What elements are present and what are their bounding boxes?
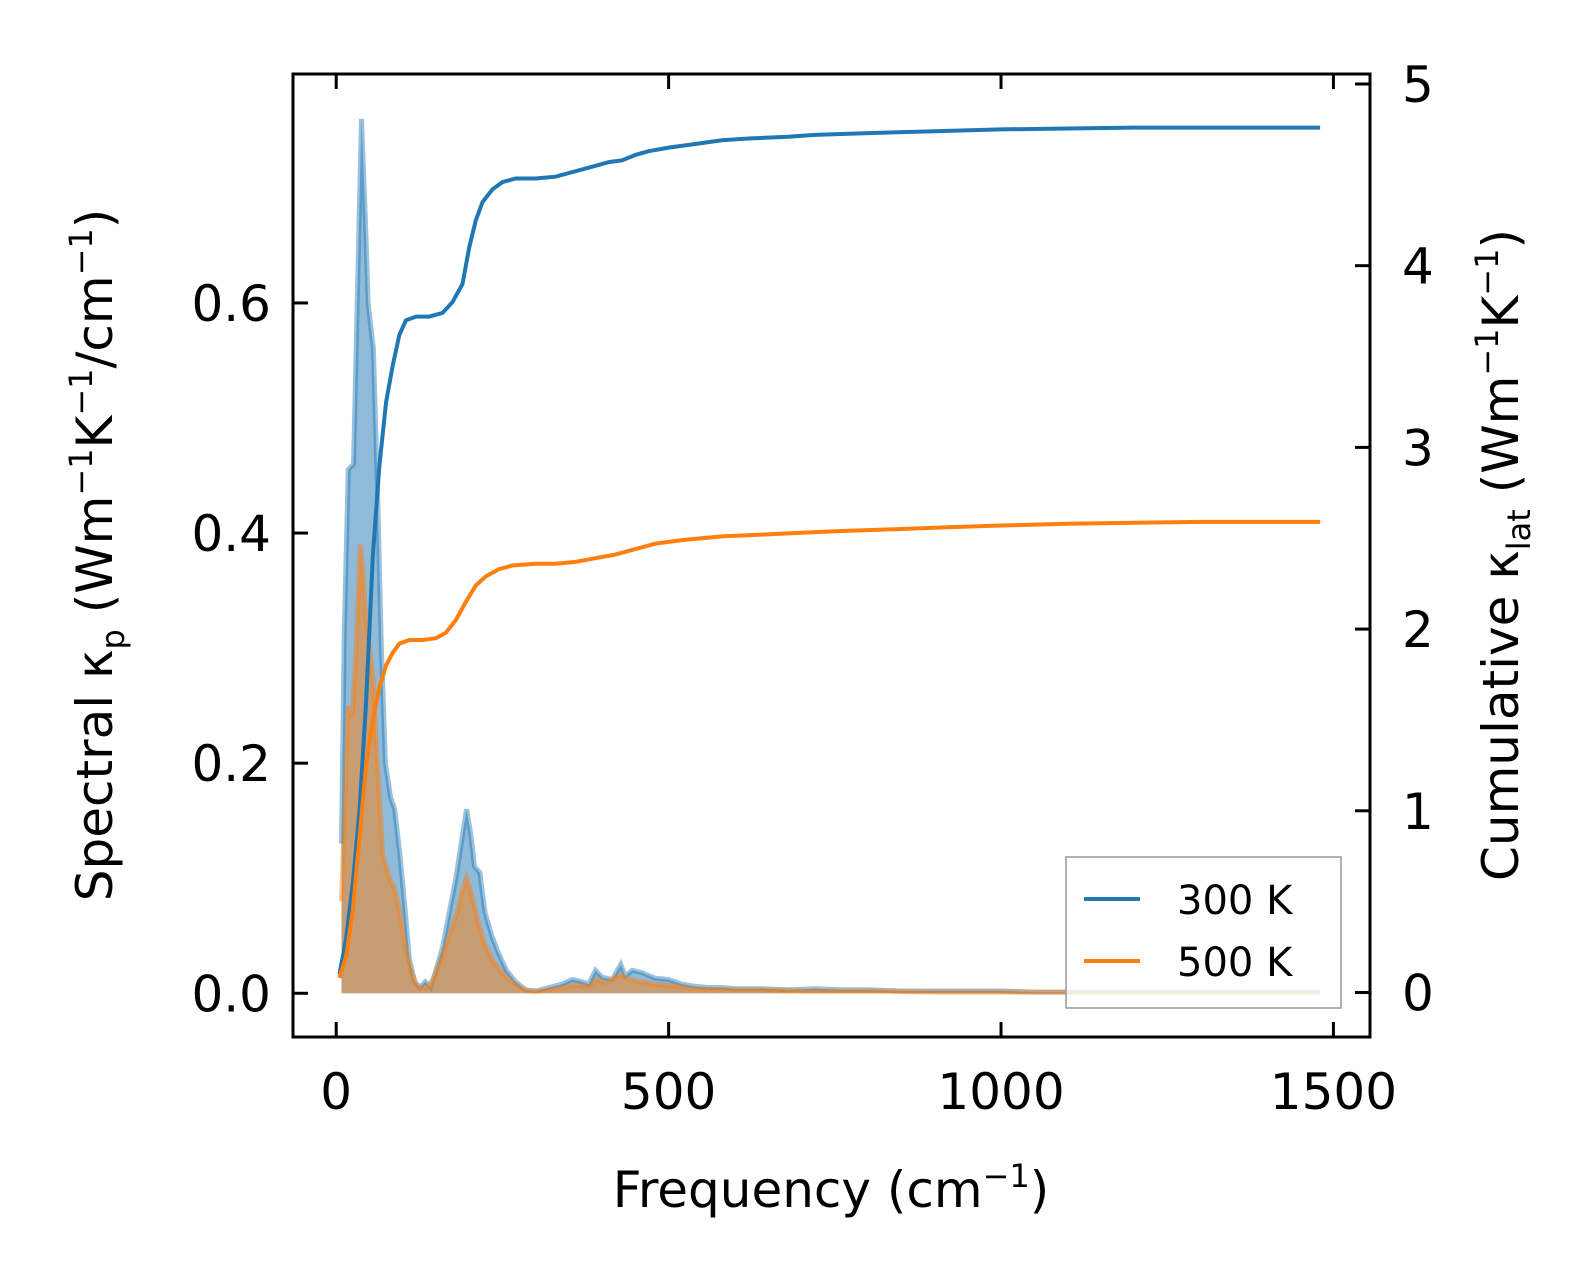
y-axis-right-ticks: 0 1 2 3 4 5 (1355, 56, 1434, 1022)
cumulative-line-500k (337, 519, 1321, 979)
y-left-tick-label: 0.6 (191, 275, 271, 333)
x-axis-label: Frequency (cm−1) (613, 1157, 1050, 1219)
y-right-tick-label: 4 (1402, 238, 1434, 296)
x-axis-ticks: 0 500 1000 1500 (320, 74, 1397, 1121)
x-tick-label: 0 (320, 1063, 352, 1121)
y-right-tick-label: 5 (1402, 56, 1434, 114)
y-axis-left-ticks: 0.0 0.2 0.4 0.6 (191, 275, 308, 1023)
legend-label-500k: 500 K (1177, 940, 1294, 986)
y-left-tick-label: 0.4 (191, 505, 271, 563)
spectral-edge-300k (339, 118, 1321, 995)
plot-frame (291, 72, 1372, 1039)
cumulative-lines (337, 125, 1321, 979)
x-tick-label: 1500 (1270, 1063, 1397, 1121)
y-right-tick-label: 1 (1402, 783, 1434, 841)
y-axis-right-label: Cumulative κlat (Wm−1K−1) (1468, 229, 1538, 881)
legend-box (1065, 856, 1342, 1009)
y-right-tick-label: 0 (1402, 964, 1434, 1022)
x-tick-label: 500 (621, 1063, 716, 1121)
x-tick-label: 1000 (937, 1063, 1064, 1121)
cumulative-line-300k (337, 125, 1321, 975)
y-right-tick-label: 3 (1402, 419, 1434, 477)
legend: 300 K 500 K (1065, 856, 1342, 1009)
y-axis-left-label: Spectral κp (Wm−1K−1/cm−1) (62, 209, 132, 902)
legend-label-300k: 300 K (1177, 878, 1294, 924)
y-left-tick-label: 0.0 (191, 965, 271, 1023)
y-left-tick-label: 0.2 (191, 735, 271, 793)
y-right-tick-label: 2 (1402, 601, 1434, 659)
